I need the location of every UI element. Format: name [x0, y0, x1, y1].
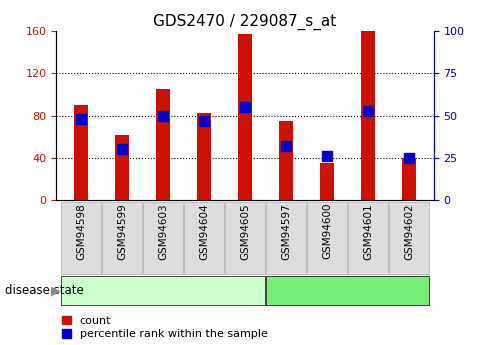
Bar [320, 163, 334, 200]
Point [405, 155, 413, 161]
Legend: count, percentile rank within the sample: count, percentile rank within the sample [62, 316, 268, 339]
Bar [74, 105, 88, 200]
Point [77, 116, 85, 122]
Text: normal: normal [141, 284, 185, 297]
Text: disease state: disease state [5, 284, 84, 297]
Bar [156, 89, 170, 200]
Bar [197, 114, 211, 200]
Title: GDS2470 / 229087_s_at: GDS2470 / 229087_s_at [153, 13, 337, 30]
Text: ▶: ▶ [51, 284, 61, 297]
Bar [402, 158, 416, 200]
Point [364, 108, 372, 113]
Text: neural tube defect: neural tube defect [290, 284, 406, 297]
Bar [279, 121, 293, 200]
Point [159, 113, 167, 118]
Bar [238, 34, 252, 200]
Point [282, 143, 290, 149]
Point [323, 154, 331, 159]
Point [200, 118, 208, 124]
Point [118, 147, 126, 152]
Point [241, 104, 249, 110]
Bar [115, 135, 129, 200]
Bar [361, 31, 375, 200]
